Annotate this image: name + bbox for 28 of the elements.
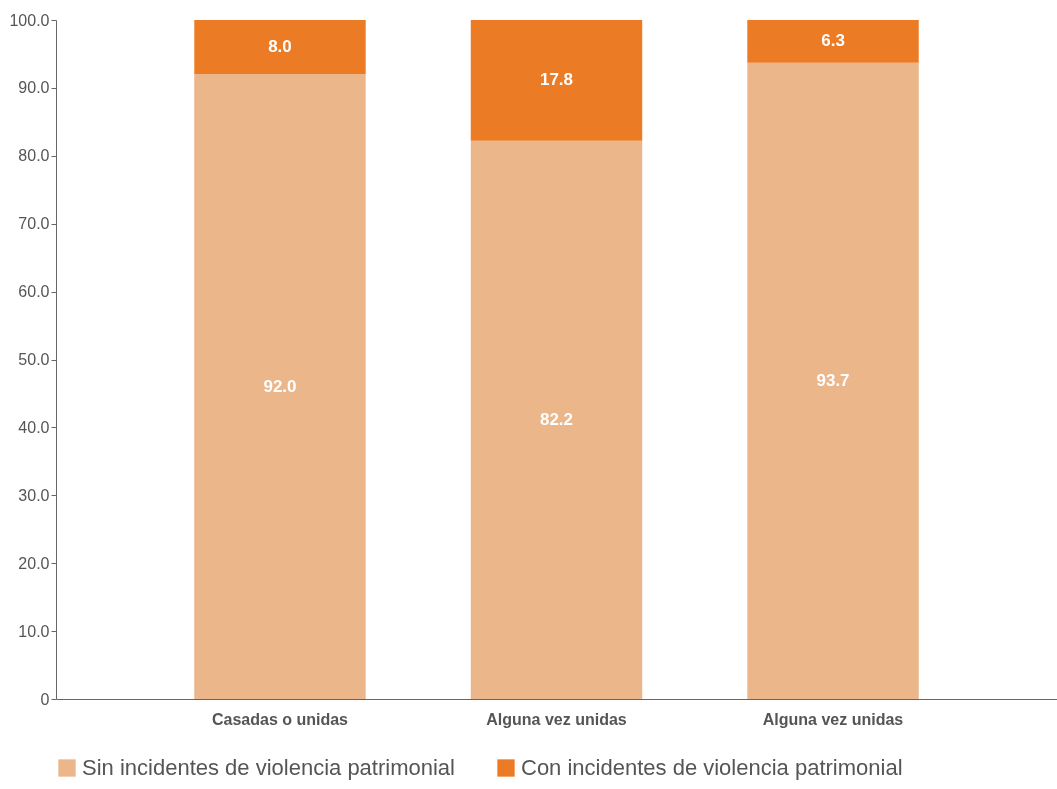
y-tick-label: 40.0: [18, 418, 50, 436]
data-label: 92.0: [263, 376, 297, 396]
legend-label: Con incidentes de violencia patrimonial: [521, 755, 903, 780]
bar: [194, 20, 366, 75]
y-tick-label: 50.0: [18, 351, 50, 368]
y-tick-label: 0: [40, 690, 50, 708]
bar: [747, 20, 919, 63]
y-tick-label: 90.0: [18, 79, 50, 97]
legend-label: Sin incidentes de violencia patrimonial: [82, 755, 455, 780]
bar: [470, 140, 643, 699]
data-label: 6.3: [821, 31, 845, 51]
bar: [470, 20, 643, 141]
data-label: 82.2: [539, 409, 574, 429]
data-label: 93.7: [816, 370, 850, 390]
data-label: 17.8: [539, 70, 574, 90]
y-tick-label: 20.0: [18, 554, 50, 572]
y-tick-label: 10.0: [18, 622, 50, 640]
y-tick-label: 100.0: [9, 11, 50, 29]
x-tick-label: Casadas o unidas: [211, 710, 349, 728]
data-label: 8.0: [268, 37, 292, 57]
y-tick-label: 60.0: [18, 283, 50, 301]
y-tick-label: 70.0: [18, 215, 50, 233]
x-tick-label: Alguna vez unidas: [486, 710, 627, 728]
x-tick-label: Alguna vez unidas: [762, 710, 904, 728]
y-tick-label: 80.0: [18, 147, 50, 165]
y-tick-label: 30.0: [18, 486, 50, 504]
bar: [747, 62, 919, 699]
bar: [194, 74, 366, 699]
